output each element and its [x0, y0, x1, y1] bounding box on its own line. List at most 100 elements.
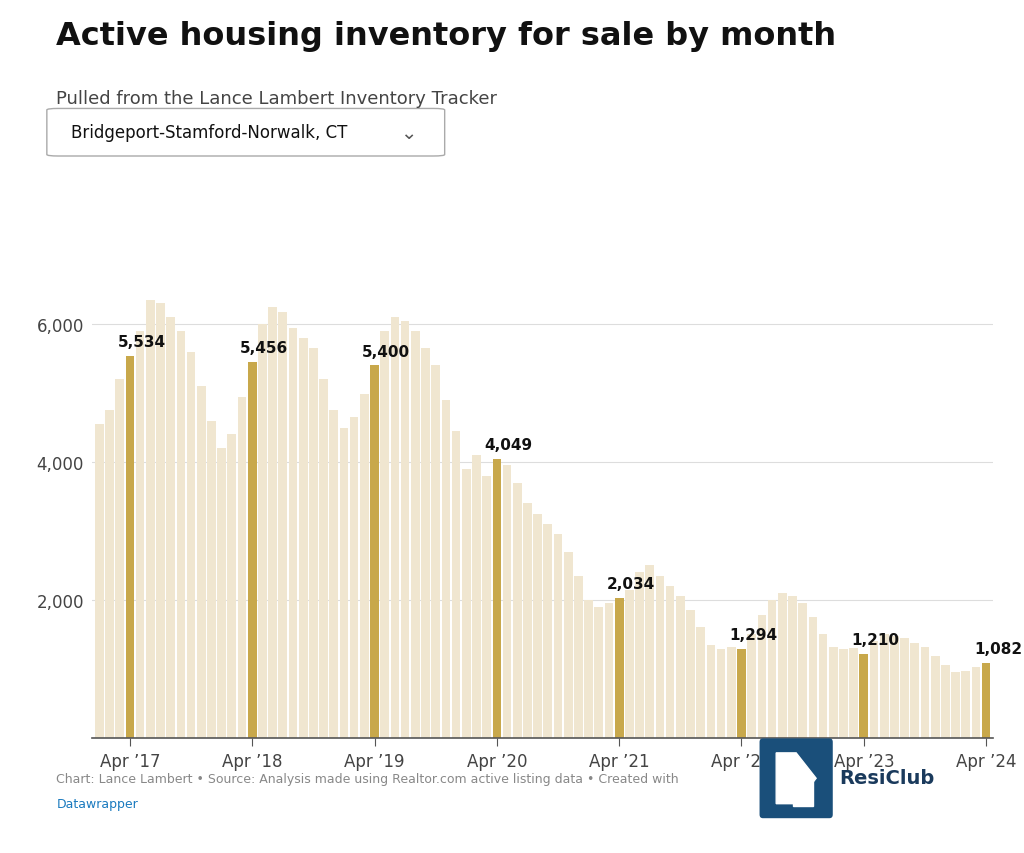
Bar	[227, 435, 237, 738]
Bar	[116, 380, 124, 738]
Bar	[819, 635, 827, 738]
Bar	[900, 638, 909, 738]
Text: Active housing inventory for sale by month: Active housing inventory for sale by mon…	[56, 21, 837, 52]
Text: Pulled from the Lance Lambert Inventory Tracker: Pulled from the Lance Lambert Inventory …	[56, 90, 498, 107]
Bar	[982, 664, 990, 738]
Bar	[655, 576, 665, 738]
Bar	[513, 483, 521, 738]
Bar	[279, 312, 287, 738]
Text: 1,082: 1,082	[974, 641, 1022, 657]
Bar	[503, 466, 511, 738]
Bar	[452, 432, 461, 738]
Bar	[869, 641, 879, 738]
Bar	[941, 665, 949, 738]
Bar	[482, 476, 490, 738]
Bar	[330, 411, 338, 738]
Bar	[299, 339, 307, 738]
Text: 5,456: 5,456	[240, 340, 288, 356]
Text: ResiClub: ResiClub	[840, 769, 935, 787]
Bar	[972, 668, 980, 738]
Bar	[421, 349, 430, 738]
Bar	[696, 628, 706, 738]
Bar	[859, 654, 868, 738]
Bar	[319, 380, 328, 738]
Bar	[793, 780, 813, 806]
FancyBboxPatch shape	[47, 109, 444, 157]
Text: 5,400: 5,400	[362, 345, 411, 359]
FancyBboxPatch shape	[760, 739, 833, 818]
Bar	[666, 586, 675, 738]
Bar	[411, 332, 420, 738]
Bar	[737, 649, 745, 738]
Bar	[799, 604, 807, 738]
Bar	[289, 328, 297, 738]
Bar	[676, 597, 685, 738]
Bar	[707, 645, 715, 738]
Bar	[146, 300, 155, 738]
Bar	[614, 598, 624, 738]
Bar	[95, 425, 103, 738]
Text: Bridgeport-Stamford-Norwalk, CT: Bridgeport-Stamford-Norwalk, CT	[72, 124, 348, 142]
Text: 2,034: 2,034	[607, 576, 655, 591]
Bar	[400, 322, 410, 738]
Bar	[534, 514, 542, 738]
Bar	[371, 366, 379, 738]
Bar	[472, 456, 481, 738]
Bar	[126, 357, 134, 738]
Bar	[880, 635, 889, 738]
Text: Chart: Lance Lambert • Source: Analysis made using Realtor.com active listing da: Chart: Lance Lambert • Source: Analysis …	[56, 772, 679, 785]
Bar	[931, 657, 939, 738]
Bar	[849, 648, 858, 738]
Polygon shape	[776, 753, 816, 804]
Bar	[921, 647, 930, 738]
Bar	[595, 607, 603, 738]
Bar	[809, 618, 817, 738]
Bar	[910, 643, 920, 738]
Bar	[788, 597, 797, 738]
Bar	[727, 647, 735, 738]
Bar	[962, 671, 970, 738]
Bar	[951, 672, 959, 738]
Bar	[248, 363, 257, 738]
Bar	[238, 397, 247, 738]
Bar	[217, 449, 226, 738]
Bar	[136, 332, 144, 738]
Bar	[523, 504, 531, 738]
Bar	[462, 469, 471, 738]
Text: 1,210: 1,210	[852, 633, 900, 647]
Bar	[197, 386, 206, 738]
Bar	[258, 325, 266, 738]
Text: ⌄: ⌄	[400, 124, 417, 142]
Bar	[758, 615, 766, 738]
Bar	[635, 572, 644, 738]
Bar	[360, 395, 369, 738]
Bar	[585, 601, 593, 738]
Bar	[156, 304, 165, 738]
Bar	[768, 601, 776, 738]
Bar	[839, 650, 848, 738]
Bar	[431, 366, 440, 738]
Bar	[604, 604, 613, 738]
Bar	[890, 636, 899, 738]
Bar	[186, 352, 196, 738]
Bar	[625, 589, 634, 738]
Bar	[380, 332, 389, 738]
Text: 1,294: 1,294	[729, 627, 777, 641]
Bar	[390, 318, 399, 738]
Bar	[574, 576, 583, 738]
Text: 5,534: 5,534	[118, 335, 166, 350]
Bar	[828, 647, 838, 738]
Bar	[268, 308, 276, 738]
Bar	[686, 611, 695, 738]
Bar	[441, 401, 451, 738]
Bar	[340, 428, 348, 738]
Bar	[176, 332, 185, 738]
Bar	[748, 635, 756, 738]
Bar	[564, 552, 572, 738]
Bar	[645, 566, 654, 738]
Bar	[544, 525, 552, 738]
Bar	[207, 421, 216, 738]
Bar	[166, 318, 175, 738]
Text: Datawrapper: Datawrapper	[56, 798, 138, 810]
Bar	[778, 594, 786, 738]
